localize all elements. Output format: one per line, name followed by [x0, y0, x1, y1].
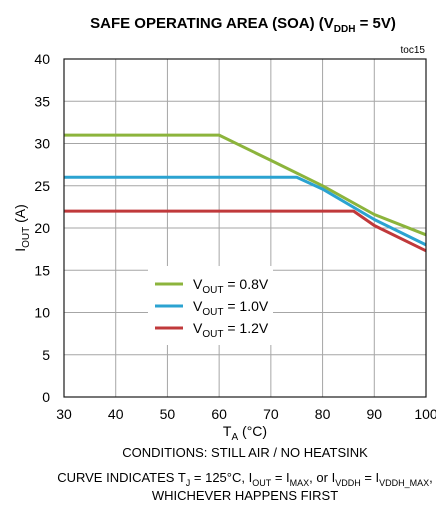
y-tick-label: 15: [34, 262, 50, 278]
y-tick-label: 10: [34, 305, 50, 321]
conditions-line-3: WHICHEVER HAPPENS FIRST: [152, 488, 338, 503]
x-tick-label: 30: [56, 406, 72, 422]
conditions-line-2: CURVE INDICATES TJ = 125°C, IOUT = IMAX,…: [57, 470, 433, 488]
y-axis-label: IOUT (A): [12, 204, 32, 252]
conditions-line-1: CONDITIONS: STILL AIR / NO HEATSINK: [122, 445, 368, 460]
x-tick-label: 70: [263, 406, 279, 422]
y-tick-label: 35: [34, 93, 50, 109]
y-tick-label: 5: [42, 347, 50, 363]
y-tick-label: 30: [34, 136, 50, 152]
y-tick-label: 20: [34, 220, 50, 236]
x-tick-label: 50: [160, 406, 176, 422]
chart-tag: toc15: [401, 45, 426, 56]
y-tick-label: 0: [42, 389, 50, 405]
y-tick-labels: 0 5 10 15 20 25 30 35 40: [34, 51, 50, 405]
x-tick-label: 40: [108, 406, 124, 422]
x-tick-label: 80: [315, 406, 331, 422]
series-lines: [64, 135, 426, 251]
x-tick-label: 90: [366, 406, 382, 422]
x-tick-label: 60: [211, 406, 227, 422]
chart-title: SAFE OPERATING AREA (SOA) (VDDH = 5V): [90, 15, 396, 35]
grid-lines: [64, 59, 426, 397]
x-tick-label: 100: [414, 406, 436, 422]
y-tick-label: 40: [34, 51, 50, 67]
y-tick-label: 25: [34, 178, 50, 194]
x-tick-labels: 30 40 50 60 70 80 90 100: [56, 406, 436, 422]
series-line-1: [64, 135, 426, 235]
x-axis-label: TA (°C): [223, 423, 267, 443]
